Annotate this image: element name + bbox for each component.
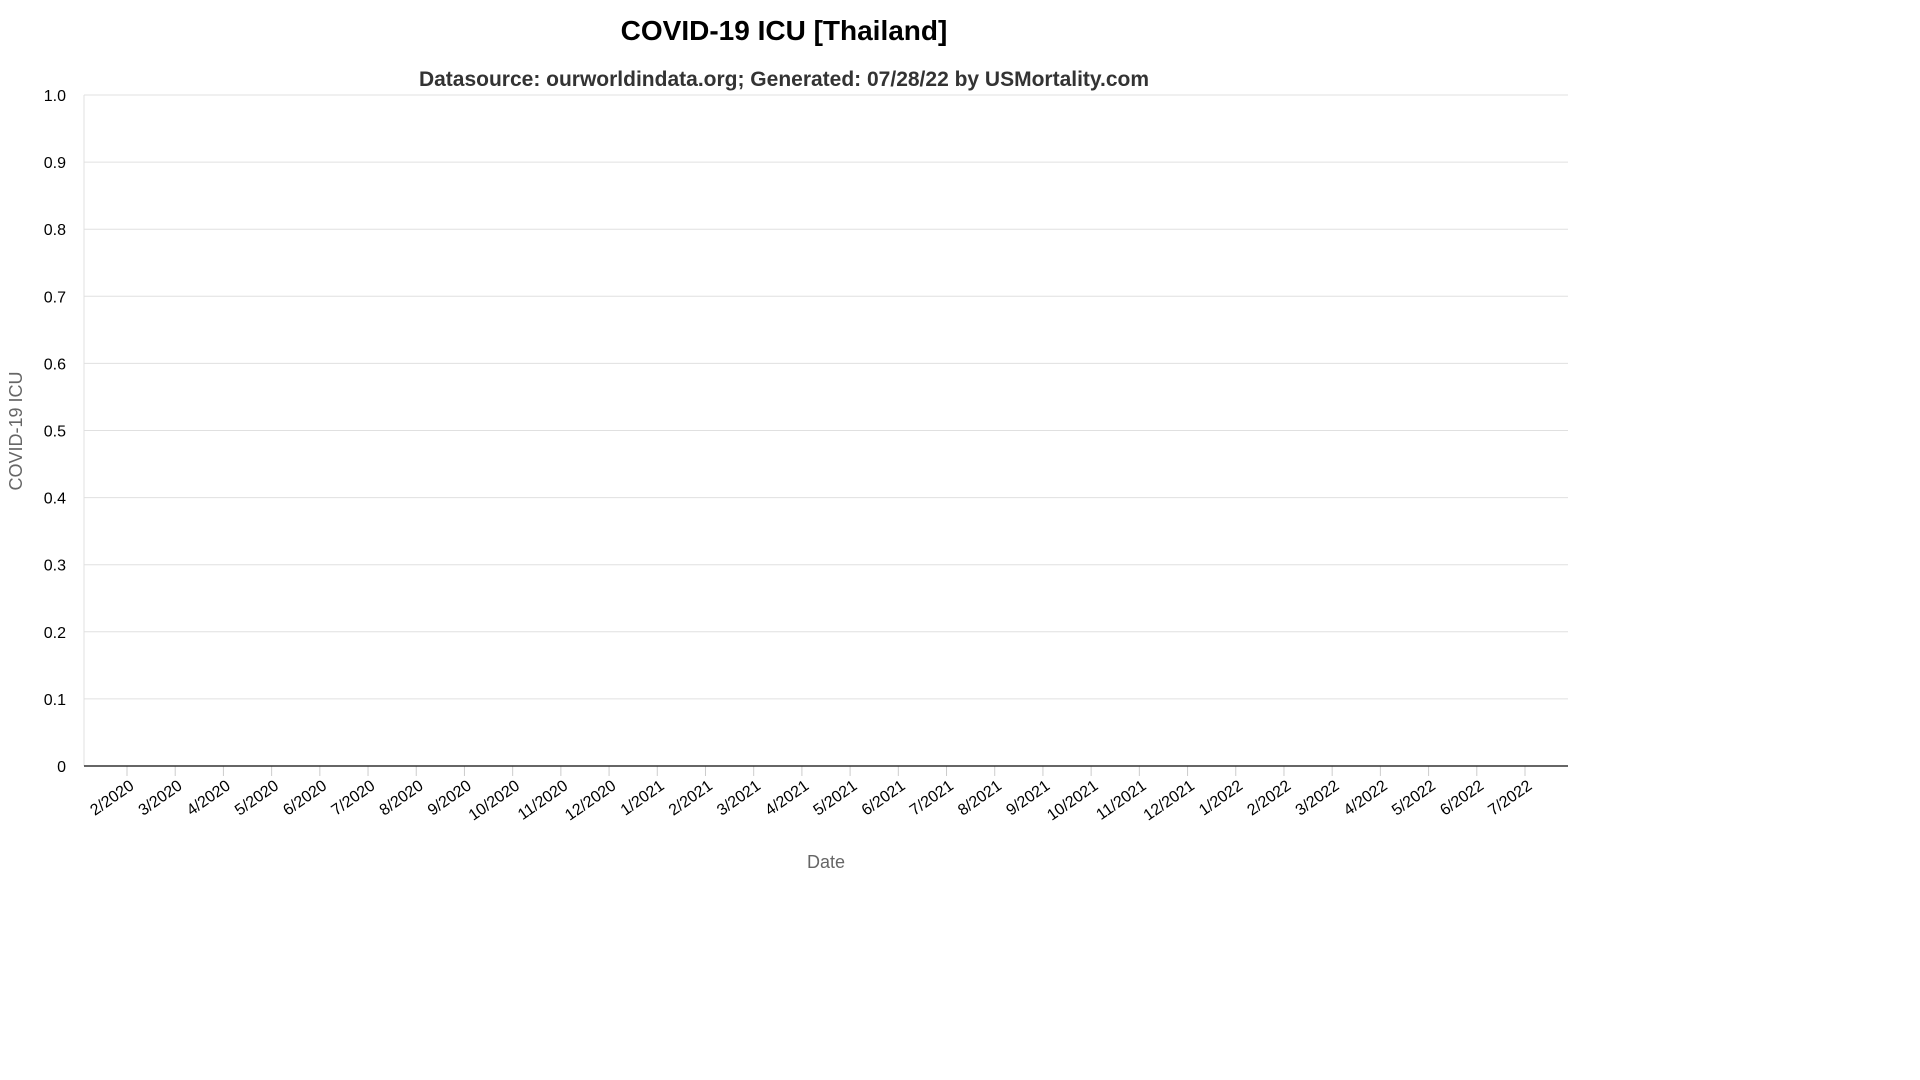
y-tick-label: 0.5 — [44, 424, 66, 441]
x-tick-label: 4/2022 — [1341, 777, 1391, 819]
x-tick-label: 6/2022 — [1437, 777, 1487, 819]
x-tick-label: 3/2020 — [136, 777, 186, 819]
x-tick-label: 8/2021 — [955, 777, 1005, 819]
x-tick-label: 8/2020 — [377, 777, 427, 819]
y-tick-label: 0.2 — [44, 625, 66, 642]
x-tick-label: 6/2020 — [280, 777, 330, 819]
y-tick-label: 0 — [57, 759, 66, 776]
x-tick-label: 5/2021 — [811, 777, 861, 819]
x-axis-ticks: 2/20203/20204/20205/20206/20207/20208/20… — [87, 766, 1535, 824]
x-tick-label: 5/2022 — [1389, 777, 1439, 819]
chart: COVID-19 ICU [Thailand] Datasource: ourw… — [6, 15, 1568, 872]
y-tick-label: 0.8 — [44, 222, 66, 239]
chart-title: COVID-19 ICU [Thailand] — [621, 15, 948, 46]
y-tick-label: 0.1 — [44, 692, 66, 709]
x-tick-label: 10/2021 — [1044, 777, 1101, 824]
x-tick-label: 3/2021 — [714, 777, 764, 819]
x-tick-label: 2/2022 — [1244, 777, 1294, 819]
x-tick-label: 2/2020 — [87, 777, 137, 819]
y-axis-title: COVID-19 ICU — [6, 371, 26, 490]
x-tick-label: 5/2020 — [232, 777, 282, 819]
x-tick-label: 7/2022 — [1485, 777, 1535, 819]
chart-subtitle: Datasource: ourworldindata.org; Generate… — [419, 68, 1149, 91]
y-tick-label: 0.6 — [44, 356, 66, 373]
x-tick-label: 2/2021 — [666, 777, 716, 819]
y-tick-label: 0.3 — [44, 558, 66, 575]
x-tick-label: 6/2021 — [859, 777, 909, 819]
y-tick-label: 1.0 — [44, 88, 66, 105]
x-tick-label: 11/2020 — [515, 777, 571, 823]
gridlines — [84, 94, 1568, 700]
x-tick-label: 12/2021 — [1141, 777, 1198, 824]
x-tick-label: 4/2020 — [184, 777, 234, 819]
y-tick-label: 0.9 — [44, 155, 66, 172]
x-tick-label: 1/2022 — [1196, 777, 1246, 819]
x-tick-label: 3/2022 — [1293, 777, 1343, 819]
x-tick-label: 1/2021 — [618, 777, 668, 819]
x-tick-label: 12/2020 — [562, 777, 619, 824]
y-tick-label: 0.4 — [44, 491, 66, 508]
x-tick-label: 7/2021 — [907, 777, 957, 819]
x-tick-label: 4/2021 — [762, 777, 812, 819]
y-axis-ticks: 0 0.1 0.2 0.3 0.4 0.5 0.6 0.7 0.8 0.9 1.0 — [44, 88, 66, 776]
y-tick-label: 0.7 — [44, 289, 66, 306]
x-axis-title: Date — [807, 852, 845, 872]
x-tick-label: 7/2020 — [328, 777, 378, 819]
x-tick-label: 11/2021 — [1093, 777, 1149, 823]
x-tick-label: 10/2020 — [466, 777, 523, 824]
